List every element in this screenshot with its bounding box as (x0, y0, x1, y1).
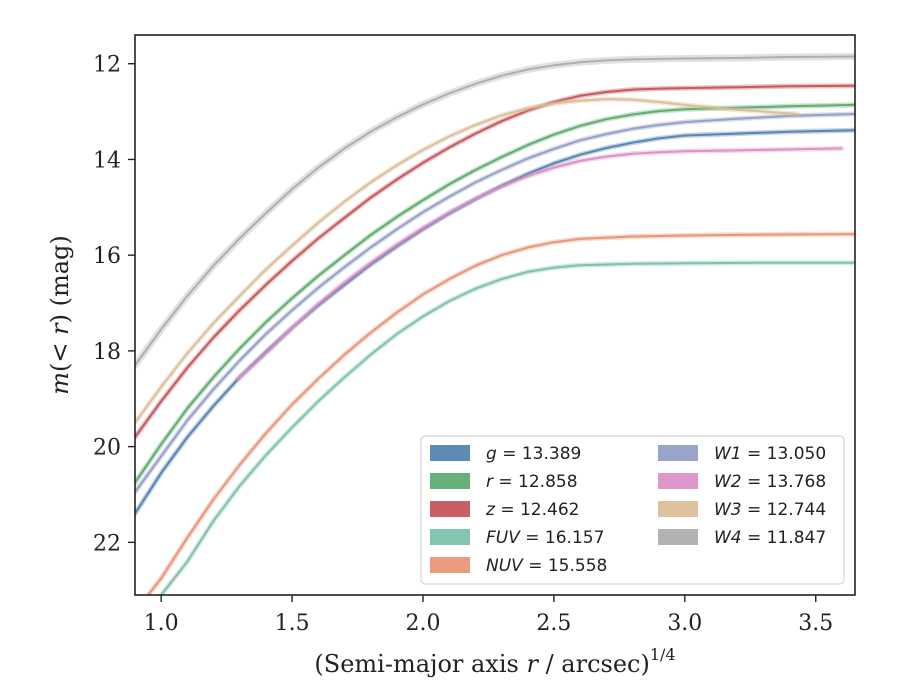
x-axis-label: (Semi-major axis r / arcsec)1/4 (314, 645, 675, 678)
legend-swatch-nuv (430, 557, 470, 573)
x-tick-label: 1.5 (275, 611, 310, 636)
legend: g = 13.389 r = 12.858 z = 12.462 FUV = 16.1… (420, 435, 845, 585)
y-axis-label: m(< r) (mag) (46, 235, 74, 395)
y-tick-label: 18 (93, 340, 121, 365)
y-tick-label: 22 (93, 531, 121, 556)
legend-label-r: r = 12.858 (486, 472, 578, 492)
legend-swatch-w2 (658, 473, 698, 489)
series-line-w4 (135, 55, 855, 366)
legend-swatch-z (430, 501, 470, 517)
series-line-nuv (147, 233, 855, 595)
series-line-fuv (160, 261, 855, 595)
legend-swatch-r (430, 473, 470, 489)
legend-label-w3: W3 = 12.744 (714, 500, 826, 520)
series-line-w3 (135, 98, 798, 424)
axis-ticks: 1.0 1.5 2.0 2.5 3.0 3.5 12 14 16 18 20 22 (93, 53, 833, 636)
legend-swatch-w4 (658, 529, 698, 545)
series-line-w1 (135, 113, 855, 493)
y-tick-label: 12 (93, 53, 121, 78)
series-line-r (135, 103, 855, 484)
x-tick-label: 2.0 (406, 611, 441, 636)
plot-area-frame (134, 34, 856, 596)
legend-label-w2: W2 = 13.768 (714, 472, 826, 492)
legend-swatch-w3 (658, 501, 698, 517)
legend-label-nuv: NUV = 15.558 (486, 556, 607, 576)
y-tick-label: 20 (93, 436, 121, 461)
series-line-w2 (236, 147, 842, 381)
series-band-w4 (135, 53, 855, 369)
legend-swatch-g (430, 445, 470, 461)
legend-swatch-fuv (430, 529, 470, 545)
series-layer (135, 53, 855, 595)
legend-label-fuv: FUV = 16.157 (486, 528, 604, 548)
x-tick-label: 2.5 (536, 611, 571, 636)
legend-label-w4: W4 = 11.847 (714, 528, 826, 548)
y-tick-label: 14 (93, 148, 121, 173)
legend-label-z: z = 12.462 (485, 500, 579, 520)
x-tick-label: 3.0 (667, 611, 702, 636)
y-tick-label: 16 (93, 244, 121, 269)
legend-label-g: g = 13.389 (486, 444, 581, 464)
legend-swatch-w1 (658, 445, 698, 461)
series-line-z (135, 84, 855, 438)
x-tick-label: 1.0 (144, 611, 179, 636)
legend-box (420, 435, 845, 585)
legend-label-w1: W1 = 13.050 (714, 444, 826, 464)
x-tick-label: 3.5 (798, 611, 833, 636)
series-band-w1 (135, 111, 855, 495)
